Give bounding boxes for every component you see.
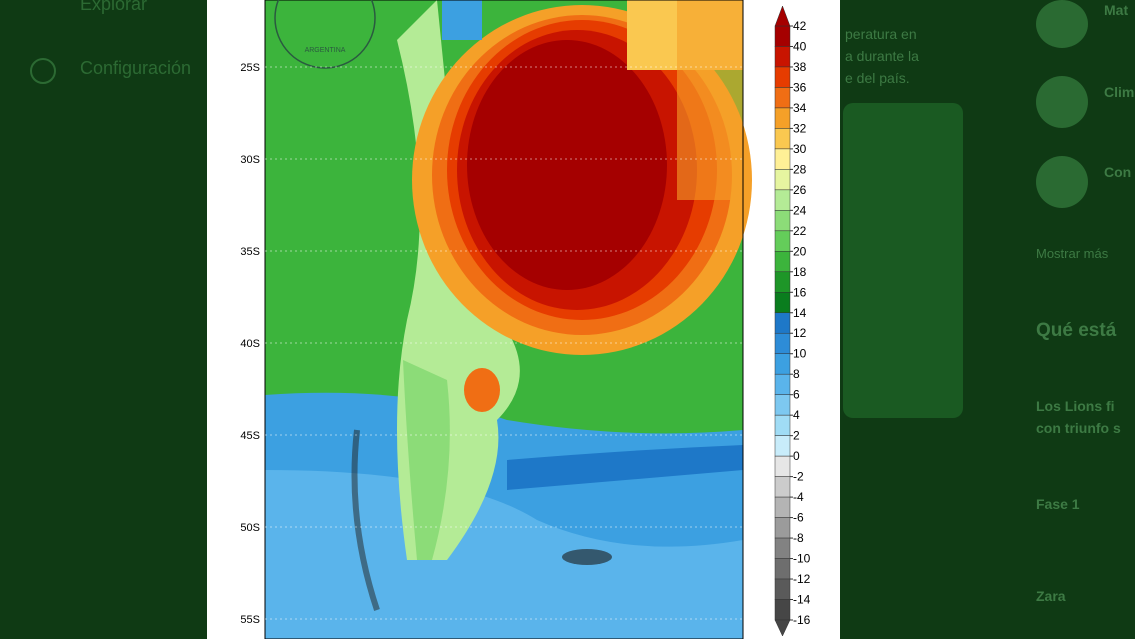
settings-icon[interactable] [30, 58, 56, 84]
colorbar-segment [774, 189, 791, 211]
nav-item[interactable]: Configuración [80, 58, 192, 78]
colorbar-segment [774, 169, 791, 191]
account-name[interactable]: Clim [1104, 84, 1135, 100]
logo [274, 0, 376, 69]
colorbar-label: 38 [793, 60, 807, 74]
colorbar-segment [774, 394, 791, 416]
colorbar-label: 24 [793, 203, 807, 217]
colorbar-segment [774, 414, 791, 436]
colorbar-label: 12 [793, 326, 807, 340]
colorbar-segment [774, 373, 791, 395]
colorbar-label: -2 [793, 470, 804, 484]
colorbar-segment [774, 476, 791, 498]
colorbar-label: 22 [793, 224, 807, 238]
colorbar-segment [774, 46, 791, 68]
trend[interactable]: con triunfo s [1036, 420, 1121, 436]
colorbar-segment [774, 230, 791, 252]
colorbar-segment [774, 87, 791, 109]
lat-label: 55S [240, 614, 260, 626]
colorbar-label: 40 [793, 39, 807, 53]
trend[interactable]: Fase 1 [1036, 496, 1080, 512]
colorbar-segment [774, 435, 791, 457]
colorbar-segment [774, 332, 791, 354]
colorbar-segment [774, 271, 791, 293]
lat-label: 45S [240, 430, 260, 442]
colorbar-label: 4 [793, 408, 800, 422]
colorbar-segment [774, 210, 791, 232]
avatar [1036, 156, 1088, 208]
map-field [265, 0, 752, 639]
colorbar-segment [774, 599, 791, 621]
colorbar-segment [774, 107, 791, 129]
logo-text: ARGENTINA [305, 47, 346, 54]
colorbar-segment [774, 128, 791, 150]
colorbar: 424038363432302826242220181614121086420-… [774, 5, 811, 637]
colorbar-segment [774, 251, 791, 273]
colorbar-label: 0 [793, 449, 800, 463]
lat-label: 30S [240, 154, 260, 166]
colorbar-segment [774, 353, 791, 375]
nav-item[interactable]: Explorar [80, 0, 148, 14]
colorbar-cap [774, 5, 791, 27]
account-name[interactable]: Con [1104, 164, 1132, 180]
trend[interactable]: Zara [1036, 588, 1066, 604]
colorbar-label: -14 [793, 593, 811, 607]
colorbar-label: 32 [793, 121, 807, 135]
account-name[interactable]: Mat [1104, 2, 1129, 18]
section-title: Qué está [1036, 320, 1117, 341]
lat-label: 35S [240, 246, 260, 258]
colorbar-label: 30 [793, 142, 807, 156]
colorbar-segment [774, 66, 791, 88]
colorbar-segment [774, 312, 791, 334]
avatar [1036, 76, 1088, 128]
avatar [1036, 0, 1088, 48]
colorbar-label: 10 [793, 347, 807, 361]
colorbar-segment [774, 292, 791, 314]
colorbar-label: 34 [793, 101, 807, 115]
lat-label: 25S [240, 62, 260, 74]
colorbar-label: 18 [793, 265, 807, 279]
colorbar-segment [774, 148, 791, 170]
tweet-text: peratura en [845, 26, 917, 42]
colorbar-segment [774, 537, 791, 559]
colorbar-label: -10 [793, 552, 811, 566]
lat-label: 50S [240, 522, 260, 534]
colorbar-label: 26 [793, 183, 807, 197]
colorbar-cap [774, 619, 791, 637]
colorbar-label: -16 [793, 613, 811, 627]
lat-labels: 25S 30S 35S 40S 45S 50S 55S [240, 62, 743, 626]
colorbar-segment [774, 25, 791, 47]
trend[interactable]: Los Lions fi [1036, 398, 1115, 414]
colorbar-label: 28 [793, 162, 807, 176]
colorbar-segment [774, 558, 791, 580]
colorbar-label: 6 [793, 388, 800, 402]
colorbar-label: -6 [793, 511, 804, 525]
tweet-image [843, 103, 963, 418]
colorbar-label: 16 [793, 285, 807, 299]
colorbar-label: 42 [793, 19, 807, 33]
show-more[interactable]: Mostrar más [1036, 246, 1109, 261]
map-frame [264, 0, 744, 639]
colorbar-label: -4 [793, 490, 804, 504]
colorbar-label: -8 [793, 531, 804, 545]
colorbar-label: 20 [793, 244, 807, 258]
lat-label: 40S [240, 338, 260, 350]
colorbar-label: 2 [793, 429, 800, 443]
tweet-text: e del país. [845, 70, 910, 86]
colorbar-segment [774, 496, 791, 518]
colorbar-label: 8 [793, 367, 800, 381]
colorbar-label: -12 [793, 572, 811, 586]
colorbar-segment [774, 517, 791, 539]
colorbar-segment [774, 578, 791, 600]
tweet-text: a durante la [845, 48, 919, 64]
colorbar-label: 14 [793, 306, 807, 320]
colorbar-label: 36 [793, 80, 807, 94]
colorbar-segment [774, 455, 791, 477]
